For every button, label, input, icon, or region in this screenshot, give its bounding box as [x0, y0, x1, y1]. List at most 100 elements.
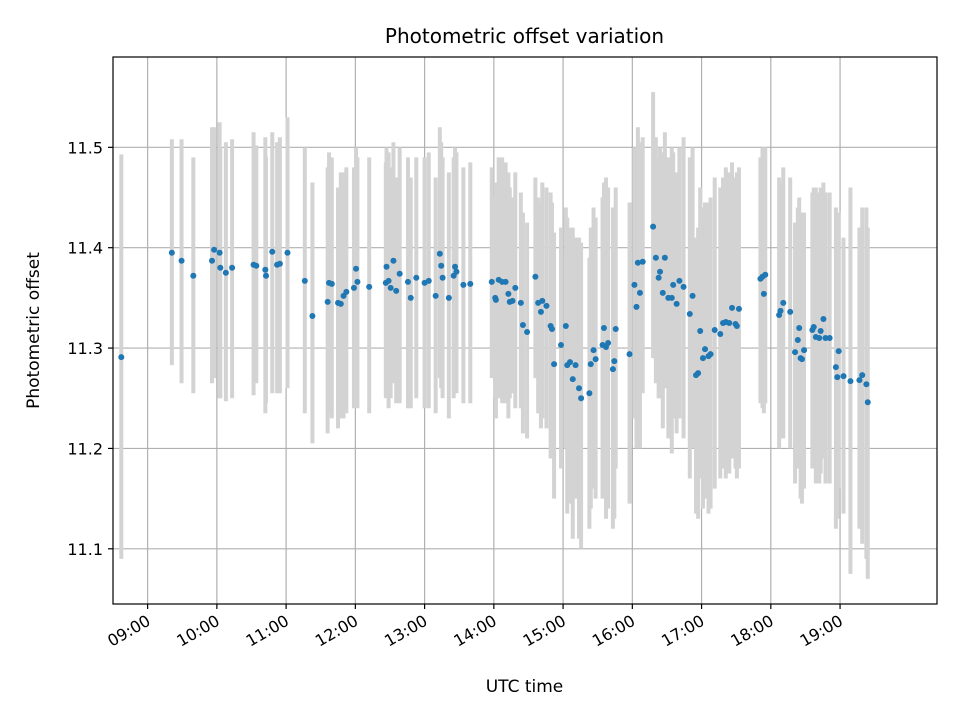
data-point — [590, 347, 597, 354]
data-point — [816, 335, 823, 342]
data-point — [655, 274, 662, 281]
data-point — [467, 280, 474, 287]
data-point — [229, 264, 236, 271]
data-point — [216, 249, 223, 256]
plot-frame — [112, 56, 938, 605]
data-point — [328, 280, 335, 287]
data-point — [605, 340, 612, 347]
data-point — [519, 321, 526, 328]
y-tick-label: 11.2 — [67, 439, 103, 458]
data-point — [324, 298, 331, 305]
data-point — [680, 283, 687, 290]
data-point — [760, 290, 767, 297]
data-point — [178, 257, 185, 264]
data-point — [509, 297, 516, 304]
data-point — [366, 283, 373, 290]
data-point — [717, 331, 724, 338]
data-point — [586, 390, 593, 397]
data-point — [353, 265, 360, 272]
data-point — [569, 376, 576, 383]
data-point — [436, 250, 443, 257]
data-point — [661, 254, 668, 261]
x-axis-label: UTC time — [486, 677, 564, 697]
data-point — [532, 273, 539, 280]
data-point — [657, 268, 664, 275]
data-point — [611, 358, 618, 365]
data-point — [350, 284, 357, 291]
data-point — [668, 294, 675, 301]
data-point — [385, 277, 392, 284]
data-point — [407, 294, 414, 301]
data-point — [826, 335, 833, 342]
data-point — [796, 324, 803, 331]
data-point — [209, 257, 216, 264]
data-point — [558, 342, 565, 349]
data-point — [390, 257, 397, 264]
data-point — [396, 270, 403, 277]
data-point — [393, 287, 400, 294]
data-point — [301, 277, 308, 284]
data-point — [488, 278, 495, 285]
data-point — [792, 349, 799, 356]
data-point — [505, 290, 512, 297]
data-point — [543, 302, 550, 309]
data-point — [822, 335, 829, 342]
data-point — [702, 346, 709, 353]
y-axis-label: Photometric offset — [24, 252, 44, 409]
data-point — [609, 366, 616, 373]
data-point — [190, 272, 197, 279]
data-point — [253, 262, 260, 269]
data-point — [492, 296, 499, 303]
data-point — [439, 274, 446, 281]
data-point — [578, 395, 585, 402]
data-point — [835, 348, 842, 355]
data-point — [337, 300, 344, 307]
data-point — [537, 308, 544, 315]
data-point — [425, 277, 432, 284]
data-point — [834, 374, 841, 381]
data-point — [817, 328, 824, 335]
data-point — [276, 260, 283, 267]
data-point — [695, 370, 702, 377]
data-point — [794, 337, 801, 344]
data-point — [413, 274, 420, 281]
data-point — [460, 281, 467, 288]
data-point — [309, 312, 316, 319]
data-point — [512, 284, 519, 291]
data-point — [284, 249, 291, 256]
data-point — [524, 329, 531, 336]
chart-title: Photometric offset variation — [385, 24, 664, 48]
data-point — [636, 289, 643, 296]
data-point — [562, 322, 569, 329]
data-point — [798, 356, 805, 363]
data-point — [699, 355, 706, 362]
data-point — [801, 347, 808, 354]
data-point — [711, 326, 718, 333]
data-point — [612, 325, 619, 332]
data-point — [847, 378, 854, 385]
data-point — [549, 325, 556, 332]
data-point — [592, 356, 599, 363]
data-point — [383, 263, 390, 270]
data-point — [864, 399, 871, 406]
data-point — [217, 264, 224, 271]
y-tick-label: 11.3 — [67, 339, 103, 358]
data-point — [567, 359, 574, 366]
data-point — [118, 354, 125, 361]
data-point — [354, 278, 361, 285]
data-point — [168, 249, 175, 256]
data-point — [650, 223, 657, 230]
data-point — [820, 315, 827, 322]
y-tick-label: 11.5 — [67, 138, 103, 157]
data-point — [762, 271, 769, 278]
data-point — [780, 299, 787, 306]
data-point — [697, 328, 704, 335]
data-point — [859, 372, 866, 379]
y-tick-label: 11.1 — [67, 540, 103, 559]
data-point — [735, 305, 742, 312]
data-point — [626, 351, 633, 358]
data-point — [453, 268, 460, 275]
data-point — [634, 259, 641, 266]
data-point — [263, 272, 270, 279]
